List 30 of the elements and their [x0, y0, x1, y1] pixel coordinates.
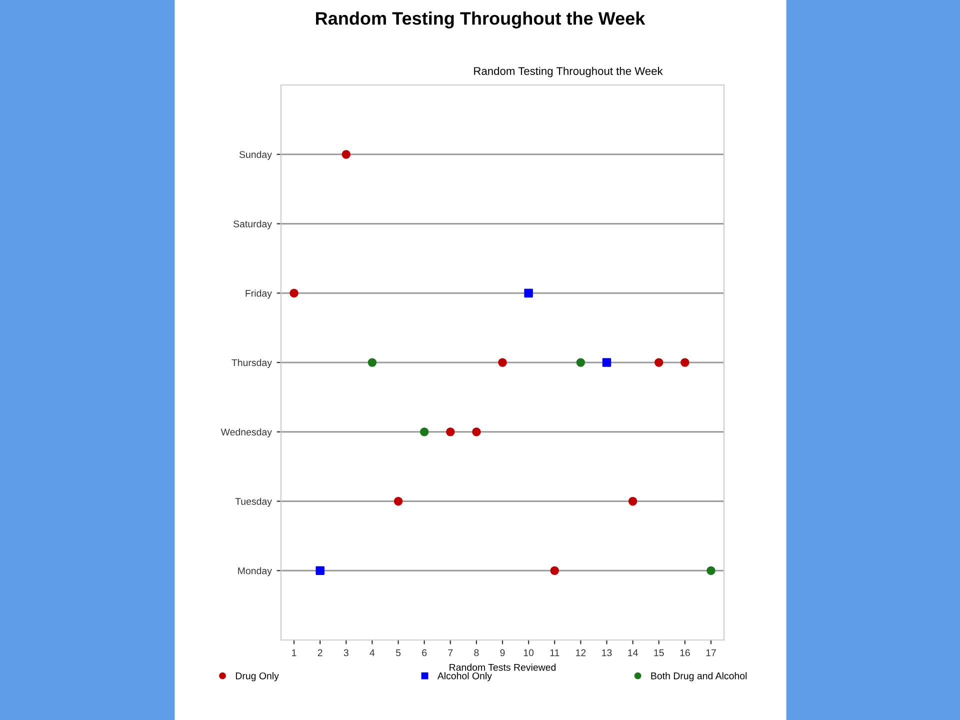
x-tick-label: 1 — [292, 649, 296, 656]
x-tick-label: 10 — [524, 649, 534, 656]
x-tick-label: 5 — [396, 649, 401, 656]
chart-subtitle: Random Testing Throughout the Week — [316, 12, 646, 28]
x-tick-label: 15 — [654, 649, 664, 656]
y-tick-label: Saturday — [234, 220, 272, 230]
legend-label: Drug Only — [236, 672, 279, 682]
y-tick-label: Friday — [246, 290, 272, 299]
x-tick-label: 7 — [448, 649, 453, 656]
x-tick-label: 16 — [680, 649, 690, 656]
y-tick-label: Wednesday — [220, 428, 272, 438]
x-tick-label: 14 — [628, 649, 638, 656]
chart-title: Random Testing Throughout the Week — [474, 66, 663, 78]
y-tick-label: Monday — [238, 567, 272, 576]
x-tick-label: 11 — [550, 649, 560, 656]
x-tick-label: 4 — [370, 649, 375, 656]
x-tick-label: 2 — [318, 649, 322, 656]
legend-label: Both Drug and Alcohol — [651, 672, 747, 682]
x-axis-title: Random Tests Reviewed — [450, 664, 556, 671]
x-tick-label: 3 — [344, 649, 348, 656]
x-tick-label: 12 — [576, 649, 586, 656]
y-tick-label: Thursday — [232, 358, 272, 368]
x-tick-label: 17 — [706, 649, 716, 656]
x-tick-label: 13 — [602, 649, 612, 656]
x-tick-label: 6 — [422, 649, 427, 656]
legend-label: Alcohol Only — [437, 672, 492, 682]
x-tick-label: 9 — [500, 649, 505, 656]
x-tick-label: 8 — [474, 649, 479, 656]
y-tick-label: Sunday — [239, 150, 272, 160]
y-tick-label: Tuesday — [235, 498, 272, 507]
